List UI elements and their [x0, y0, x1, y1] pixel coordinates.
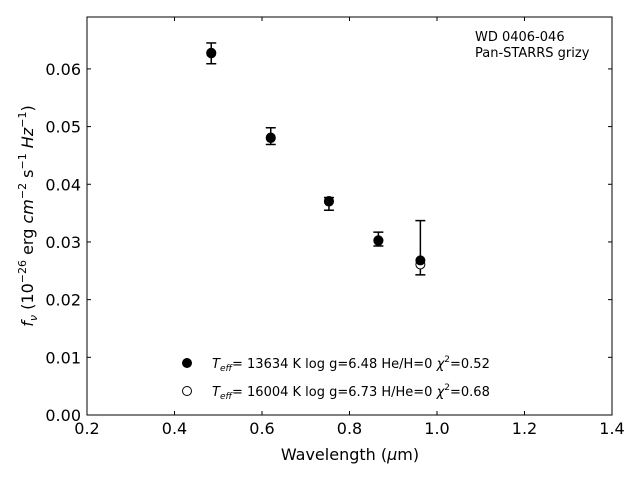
- point-filled: [373, 235, 384, 246]
- legend-label-1: Teff= 13634 K log g=6.48 He/H=0 χ2=0.52: [212, 355, 490, 374]
- point-filled: [265, 133, 276, 144]
- y-tick-label: 0.04: [45, 175, 81, 194]
- point-filled: [415, 255, 426, 266]
- y-tick-label: 0.01: [45, 348, 81, 367]
- legend-marker-open: [182, 386, 192, 396]
- y-tick-label: 0.03: [45, 233, 81, 252]
- annotation-line-1: WD 0406-046: [475, 30, 565, 45]
- x-axis-label: Wavelength (μm): [281, 445, 419, 464]
- x-tick-label: 1.2: [512, 419, 537, 438]
- x-tick-label: 1.0: [424, 419, 449, 438]
- y-axis-label: fν (10−26 erg cm−2 s−1 Hz−1): [16, 105, 40, 326]
- x-tick-label: 0.4: [162, 419, 187, 438]
- annotation: WD 0406-046 Pan-STARRS grizy: [475, 30, 590, 61]
- legend: Teff= 13634 K log g=6.48 He/H=0 χ2=0.52 …: [182, 355, 490, 402]
- x-tick-label: 1.4: [599, 419, 624, 438]
- axes-frame: [86, 16, 613, 416]
- data-points: [206, 47, 426, 270]
- y-tick-label: 0.00: [45, 406, 81, 425]
- x-axis: 0.2 0.4 0.6 0.8 1.0 1.2 1.4: [74, 17, 625, 438]
- y-axis: 0.00 0.01 0.02 0.03 0.04 0.05 0.06: [45, 60, 612, 425]
- error-bars: [206, 42, 426, 276]
- point-filled: [323, 196, 334, 207]
- y-tick-label: 0.05: [45, 118, 81, 137]
- legend-marker-filled: [182, 358, 192, 368]
- y-tick-label: 0.02: [45, 291, 81, 310]
- y-tick-label: 0.06: [45, 60, 81, 79]
- annotation-line-2: Pan-STARRS grizy: [475, 46, 590, 61]
- point-filled: [206, 47, 217, 58]
- legend-label-2: Teff= 16004 K log g=6.73 H/He=0 χ2=0.68: [212, 383, 490, 402]
- x-tick-label: 0.8: [337, 419, 362, 438]
- x-tick-label: 0.2: [74, 419, 99, 438]
- x-tick-label: 0.6: [249, 419, 274, 438]
